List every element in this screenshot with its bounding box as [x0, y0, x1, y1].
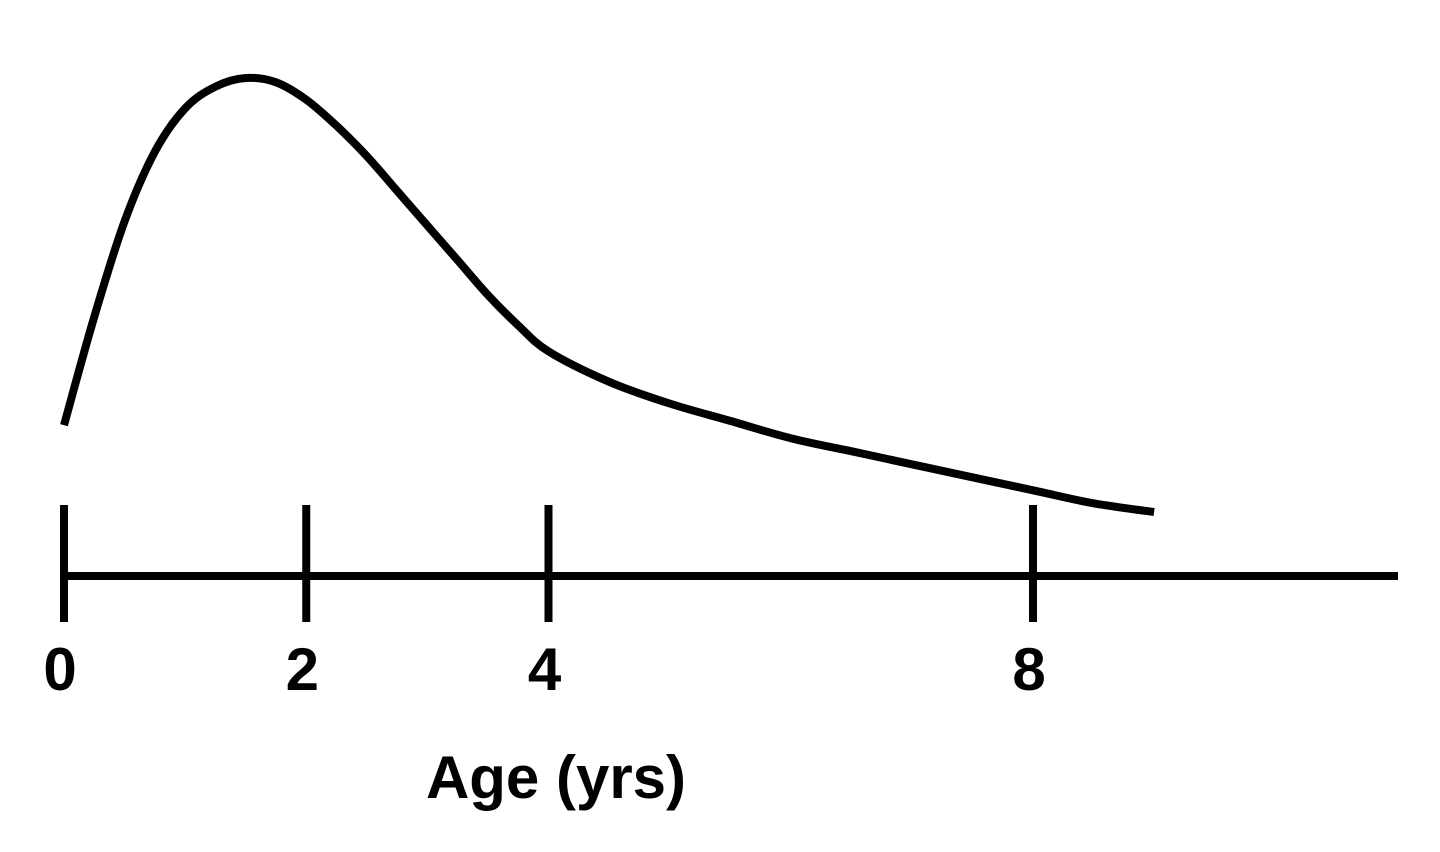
x-axis-label: Age (yrs) [426, 744, 686, 811]
x-tick-label-2: 2 [286, 636, 319, 703]
x-axis-ticks [60, 505, 1037, 622]
x-tick-label-0: 0 [43, 636, 76, 703]
series-line [60, 73, 1155, 516]
x-tick-label-4: 4 [528, 636, 562, 703]
x-axis-tick-labels: 0 2 4 8 [43, 636, 1045, 703]
x-tick-label-8: 8 [1012, 636, 1045, 703]
